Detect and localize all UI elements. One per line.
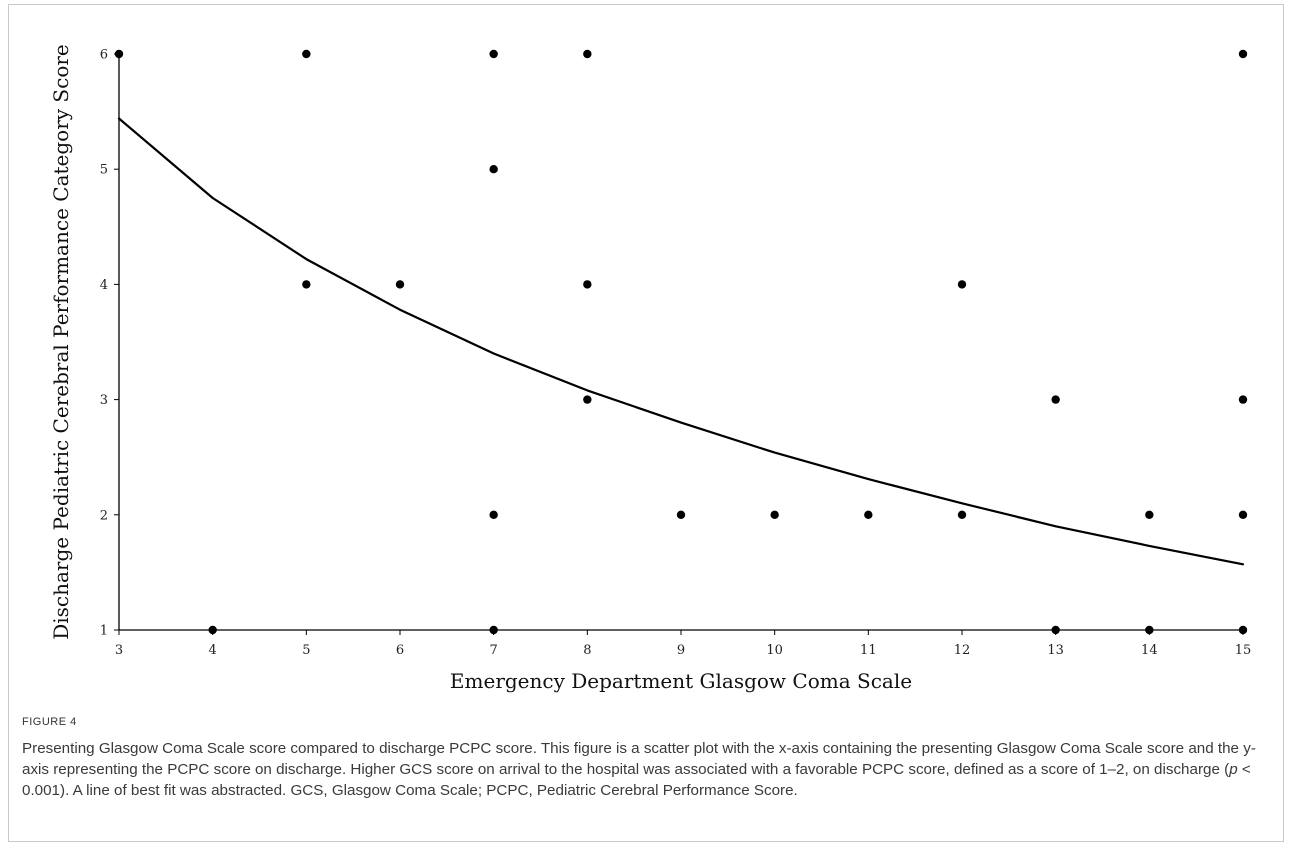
data-point: [302, 280, 311, 289]
figure-caption: Presenting Glasgow Coma Scale score comp…: [22, 738, 1274, 801]
y-tick-label: 1: [100, 624, 108, 639]
x-tick-label: 7: [490, 643, 498, 658]
data-point: [1238, 625, 1248, 635]
data-point: [1238, 510, 1248, 519]
figure-frame: [8, 4, 1284, 842]
data-point: [489, 510, 498, 519]
data-point: [208, 625, 217, 635]
x-tick-label: 12: [954, 643, 971, 658]
x-tick-label: 9: [677, 643, 685, 658]
data-point: [583, 49, 592, 59]
data-point: [489, 625, 498, 635]
y-tick-label: 3: [100, 393, 108, 408]
y-tick-label: 6: [100, 48, 108, 63]
caption-text-2: < 0.001). A line of best fit was abstrac…: [22, 761, 1251, 799]
data-point: [1145, 510, 1154, 519]
caption-text-1: Presenting Glasgow Coma Scale score comp…: [22, 740, 1256, 778]
y-tick-label: 4: [100, 278, 108, 293]
data-point: [1051, 625, 1060, 635]
data-point: [770, 510, 779, 519]
caption-p-symbol: p: [1229, 761, 1238, 778]
x-tick-label: 10: [766, 643, 783, 658]
data-point: [1238, 49, 1248, 59]
y-tick-label: 2: [100, 508, 108, 523]
x-tick-label: 11: [860, 643, 877, 658]
figure-label: FIGURE 4: [22, 716, 77, 728]
data-point: [957, 280, 967, 289]
y-tick-label: 5: [100, 163, 108, 178]
data-point: [1145, 625, 1154, 635]
data-point: [676, 510, 686, 519]
x-tick-label: 14: [1141, 643, 1158, 658]
x-tick-label: 5: [302, 643, 310, 658]
data-point: [302, 49, 311, 59]
data-point: [395, 280, 405, 289]
data-point: [957, 510, 967, 519]
x-axis-title: Emergency Department Glasgow Coma Scale: [450, 669, 912, 693]
y-axis-title: Discharge Pediatric Cerebral Performance…: [49, 44, 73, 640]
x-tick-label: 6: [396, 643, 404, 658]
data-point: [864, 510, 873, 519]
data-point: [1051, 395, 1060, 404]
x-tick-label: 8: [583, 643, 591, 658]
x-tick-label: 15: [1235, 643, 1252, 658]
data-point: [583, 280, 592, 289]
data-point: [489, 165, 498, 174]
x-tick-label: 13: [1047, 643, 1064, 658]
x-tick-label: 3: [115, 643, 123, 658]
data-point: [583, 395, 592, 404]
data-point: [114, 49, 124, 59]
fit-line: [117, 117, 1245, 566]
x-tick-label: 4: [209, 643, 217, 658]
data-point: [1238, 395, 1248, 404]
data-point: [489, 49, 498, 59]
